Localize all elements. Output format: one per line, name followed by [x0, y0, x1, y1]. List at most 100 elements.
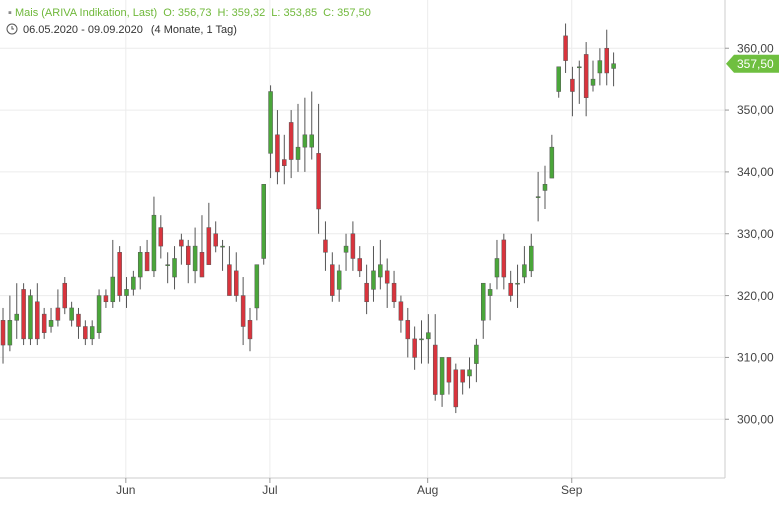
candle-body: [261, 184, 266, 259]
candle-body: [460, 369, 465, 383]
candle-body: [453, 369, 459, 408]
header-title: ▪ Mais (ARIVA Indikation, Last) O: 356,73…: [8, 7, 371, 19]
candle-body: [103, 295, 109, 303]
candle-body: [268, 91, 273, 154]
candle-body: [158, 227, 164, 247]
candle-body: [76, 313, 81, 327]
candle-body: [330, 264, 335, 296]
candle-body: [69, 307, 74, 321]
candle-body: [124, 289, 129, 296]
clock-hand: [11, 26, 14, 30]
candle-body: [323, 239, 328, 253]
candle-body: [384, 270, 390, 284]
grid: [0, 0, 725, 478]
candle-body: [508, 282, 513, 296]
candle-body: [350, 233, 356, 259]
candle-body: [535, 196, 541, 198]
candle-body: [364, 282, 369, 303]
close-label: C: 357,50: [323, 7, 371, 19]
candle-body: [302, 134, 308, 148]
candle-body: [480, 282, 486, 321]
candle-body: [371, 270, 376, 290]
candle-body: [494, 258, 500, 278]
icon: ▪: [8, 7, 15, 19]
candle-body: [220, 245, 225, 248]
candle-body: [172, 258, 177, 278]
candle-body: [439, 357, 445, 395]
x-tick-label: Sep: [561, 483, 583, 497]
candle-body: [14, 313, 19, 321]
candle-body: [611, 63, 616, 69]
candle-body: [227, 264, 232, 296]
candle-body: [48, 320, 54, 327]
candle-body: [419, 338, 424, 341]
y-tick-label: 320,00: [737, 289, 774, 303]
candle-body: [137, 252, 143, 278]
candle-body: [529, 245, 534, 272]
candle-body: [240, 295, 246, 327]
candle-body: [185, 245, 191, 265]
candle-body: [96, 295, 102, 333]
candle-body: [41, 313, 47, 333]
candle-body: [213, 233, 218, 247]
x-tick-label: Jul: [262, 483, 277, 497]
candle-body: [62, 282, 68, 309]
candle-body: [597, 60, 603, 74]
x-tick-label: Aug: [417, 483, 438, 497]
candle-body: [522, 264, 527, 278]
candle-body: [89, 326, 95, 340]
candle-body: [151, 214, 157, 272]
candle-body: [165, 264, 170, 266]
range: 06.05.2020 - 09.09.2020: [23, 24, 143, 36]
candle-body: [83, 326, 88, 340]
candle-body: [590, 78, 596, 86]
candle-body: [28, 295, 33, 340]
candle-body: [179, 239, 184, 247]
y-tick-label: 300,00: [737, 412, 774, 426]
candle-body: [288, 122, 294, 160]
clock-icon: [6, 23, 18, 35]
candle-body: [336, 270, 342, 290]
title: Mais (ARIVA Indikation, Last): [15, 7, 157, 19]
date-range: 06.05.2020 - 09.09.2020 (4 Monate, 1 Tag): [23, 24, 237, 36]
candle-body: [357, 258, 363, 272]
candle-body: [110, 276, 116, 303]
candle-body: [378, 264, 383, 278]
candle-body: [398, 301, 404, 321]
candle-body: [295, 146, 301, 160]
candle-body: [570, 78, 575, 92]
x-tick-label: Jun: [116, 483, 135, 497]
candle-body: [604, 47, 609, 74]
candle-body: [21, 289, 26, 340]
candle-body: [487, 289, 493, 296]
duration: (4 Monate, 1 Tag): [151, 24, 237, 36]
open-label: O: 356,73: [163, 7, 211, 19]
y-tick-label: 310,00: [737, 351, 774, 365]
candle-body: [474, 344, 479, 364]
candle-body: [7, 320, 13, 346]
candle-body: [583, 54, 589, 98]
candle-body: [432, 344, 438, 395]
candle-body: [316, 153, 321, 210]
candle-body: [343, 245, 349, 253]
candle-body: [0, 320, 6, 346]
candle-body: [391, 282, 397, 303]
candle-body: [192, 245, 198, 272]
y-tick-label: 360,00: [737, 41, 774, 55]
candle-body: [282, 159, 287, 166]
candle-body: [55, 307, 61, 321]
last-price-box: [726, 54, 779, 73]
candle-body: [144, 252, 150, 272]
low-label: L: 353,85: [271, 7, 317, 19]
candle-body: [515, 282, 520, 285]
candle-body: [467, 369, 472, 377]
candle-body: [234, 270, 239, 296]
y-tick-label: 350,00: [737, 103, 774, 117]
candle-body: [577, 66, 582, 69]
candle-body: [117, 252, 122, 296]
candle-body: [446, 357, 452, 383]
candle-body: [247, 320, 253, 340]
candle-body: [275, 134, 280, 173]
candle-body: [542, 184, 548, 191]
